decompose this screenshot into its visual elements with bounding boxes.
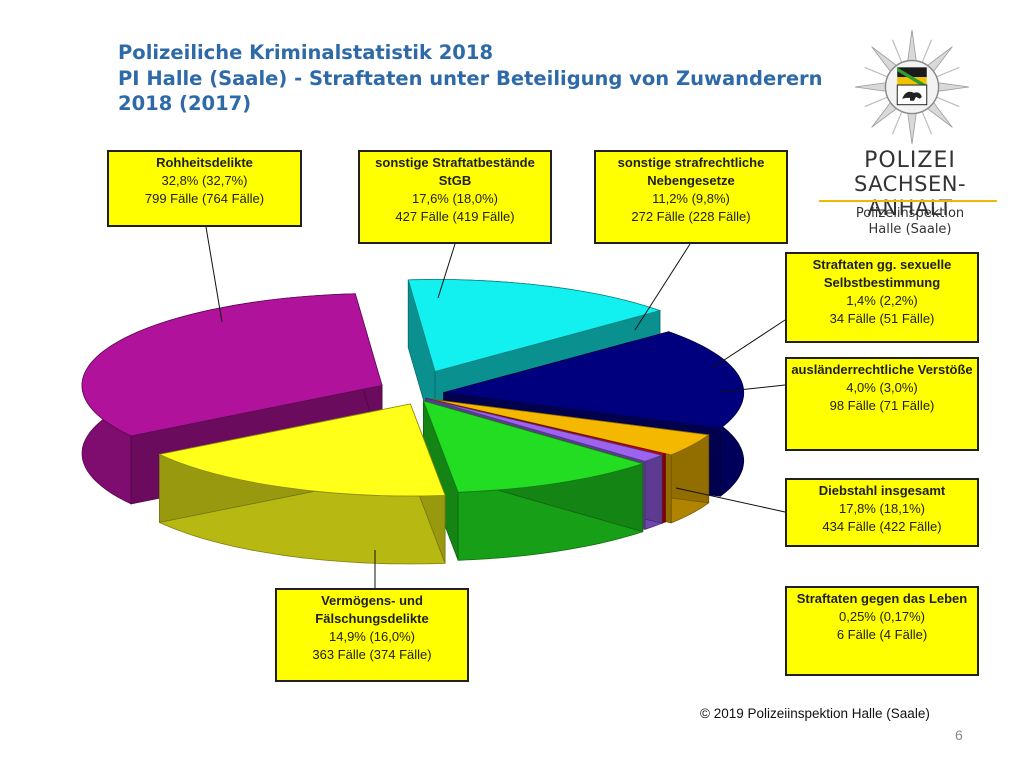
data-label-nebengesetze: sonstige strafrechtliche Nebengesetze 11,… (594, 150, 788, 244)
label-category: ausländerrechtliche Verstöße (787, 361, 977, 379)
data-label-diebstahl: Diebstahl insgesamt 17,8% (18,1%) 434 Fäll… (785, 478, 979, 547)
label-percent: 14,9% (16,0%) (277, 628, 467, 646)
label-percent: 0,25% (0,17%) (787, 608, 977, 626)
label-category: Vermögens- und Fälschungsdelikte (277, 592, 467, 628)
label-percent: 1,4% (2,2%) (787, 292, 977, 310)
leader-line-sexuell (712, 320, 785, 368)
label-category: Straftaten gg. sexuelle Selbstbestimmung (787, 256, 977, 292)
label-cases: 363 Fälle (374 Fälle) (277, 646, 467, 664)
label-percent: 32,8% (32,7%) (109, 172, 300, 190)
label-cases: 799 Fälle (764 Fälle) (109, 190, 300, 208)
label-category: sonstige Straftatbestände StGB (360, 154, 550, 190)
data-label-leben: Straftaten gegen das Leben 0,25% (0,17%) 6… (785, 586, 979, 676)
leader-line-nebengesetze (635, 244, 690, 330)
label-cases: 434 Fälle (422 Fälle) (787, 518, 977, 536)
label-cases: 272 Fälle (228 Fälle) (596, 208, 786, 226)
page-number: 6 (955, 727, 963, 743)
label-percent: 17,6% (18,0%) (360, 190, 550, 208)
label-percent: 11,2% (9,8%) (596, 190, 786, 208)
data-label-stgb: sonstige Straftatbestände StGB 17,6% (18,… (358, 150, 552, 244)
label-category: sonstige strafrechtliche Nebengesetze (596, 154, 786, 190)
label-cases: 34 Fälle (51 Fälle) (787, 310, 977, 328)
label-percent: 4,0% (3,0%) (787, 379, 977, 397)
label-category: Rohheitsdelikte (109, 154, 300, 172)
label-cases: 98 Fälle (71 Fälle) (787, 397, 977, 415)
label-percent: 17,8% (18,1%) (787, 500, 977, 518)
copyright-text: © 2019 Polizeiinspektion Halle (Saale) (700, 706, 930, 721)
leader-line-rohheit (206, 227, 222, 322)
label-category: Diebstahl insgesamt (787, 482, 977, 500)
label-cases: 6 Fälle (4 Fälle) (787, 626, 977, 644)
data-label-rohheit: Rohheitsdelikte 32,8% (32,7%) 799 Fälle (7… (107, 150, 302, 227)
label-category: Straftaten gegen das Leben (787, 590, 977, 608)
data-label-vermoegen: Vermögens- und Fälschungsdelikte 14,9% (1… (275, 588, 469, 682)
label-cases: 427 Fälle (419 Fälle) (360, 208, 550, 226)
data-label-auslaender: ausländerrechtliche Verstöße 4,0% (3,0%) 9… (785, 357, 979, 451)
data-label-sexuell: Straftaten gg. sexuelle Selbstbestimmung… (785, 252, 979, 343)
